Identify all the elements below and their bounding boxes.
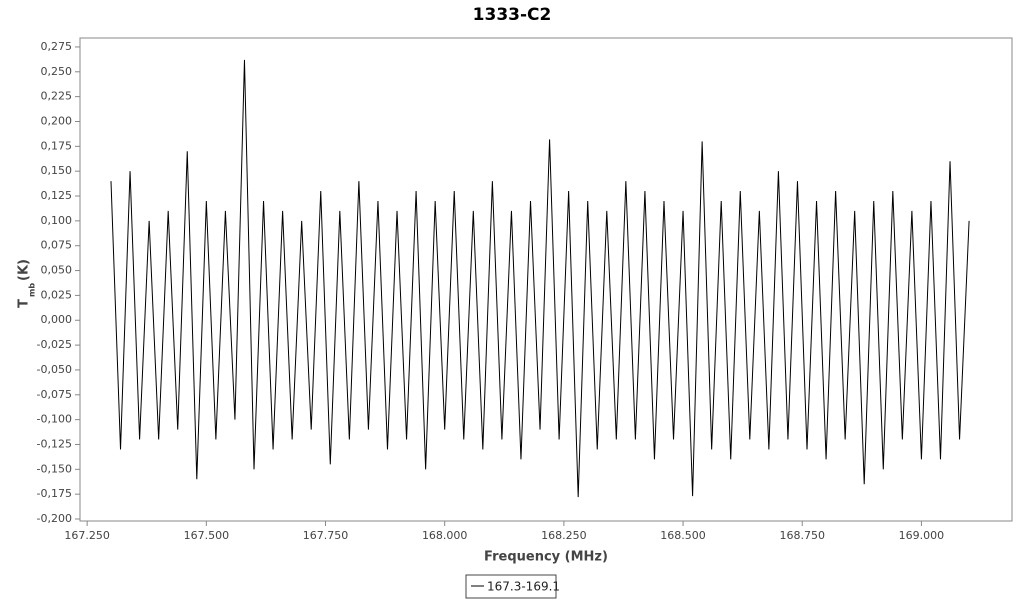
y-tick-label: -0,050 bbox=[37, 363, 72, 376]
y-tick-label: 0,275 bbox=[41, 40, 73, 53]
y-tick-label: 0,225 bbox=[41, 90, 73, 103]
y-tick-label: -0,125 bbox=[37, 437, 72, 450]
y-tick-label: 0,100 bbox=[41, 214, 73, 227]
y-tick-label: -0,100 bbox=[37, 413, 72, 426]
legend-label: 167.3-169.1 bbox=[487, 580, 560, 594]
y-label-sub: mb bbox=[28, 283, 37, 297]
x-tick-label: 167.500 bbox=[184, 529, 230, 542]
x-axis-label: Frequency (MHz) bbox=[484, 550, 608, 565]
x-tick-label: 168.000 bbox=[422, 529, 468, 542]
x-tick-label: 168.500 bbox=[660, 529, 706, 542]
y-label-unit: (K) bbox=[17, 259, 32, 281]
y-axis-label: T mb (K) bbox=[17, 259, 37, 308]
series-line bbox=[110, 59, 970, 498]
x-tick-label: 167.250 bbox=[64, 529, 110, 542]
x-tick-label: 168.250 bbox=[541, 529, 587, 542]
y-tick-label: -0,200 bbox=[37, 512, 72, 525]
y-tick-label: 0,150 bbox=[41, 164, 73, 177]
y-tick-label: 0,200 bbox=[41, 114, 73, 127]
chart-title: 1333-C2 bbox=[473, 5, 552, 25]
x-tick-label: 169.000 bbox=[899, 529, 945, 542]
y-tick-label: 0,025 bbox=[41, 288, 73, 301]
legend-box bbox=[465, 574, 557, 599]
x-tick-label: 168.750 bbox=[779, 529, 825, 542]
y-tick-label: -0,150 bbox=[37, 462, 72, 475]
y-tick-label: -0,025 bbox=[37, 338, 72, 351]
y-tick-label: 0,075 bbox=[41, 239, 73, 252]
y-tick-label: -0,075 bbox=[37, 388, 72, 401]
y-tick-label: 0,250 bbox=[41, 65, 73, 78]
x-tick-label: 167.750 bbox=[303, 529, 349, 542]
y-tick-label: 0,175 bbox=[41, 139, 73, 152]
y-tick-label: 0,050 bbox=[41, 264, 73, 277]
y-tick-label: 0,000 bbox=[41, 313, 73, 326]
plot-frame bbox=[79, 37, 1013, 522]
y-label-main: T bbox=[17, 299, 32, 308]
y-tick-label: -0,175 bbox=[37, 487, 72, 500]
y-tick-label: 0,125 bbox=[41, 189, 73, 202]
